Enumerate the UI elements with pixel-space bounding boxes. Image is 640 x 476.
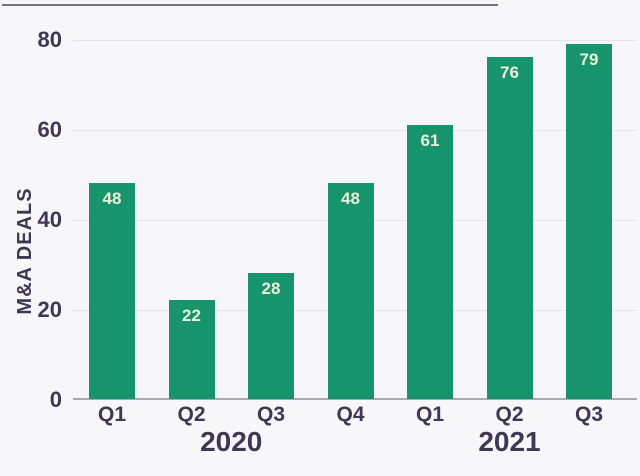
bar [89, 183, 135, 399]
bar-value-label: 48 [341, 189, 360, 208]
y-tick-label: 80 [37, 27, 62, 52]
y-tick-label: 60 [37, 117, 62, 142]
x-tick-label: Q3 [256, 403, 285, 426]
y-tick-label: 20 [37, 297, 62, 322]
x-tick-label: Q2 [177, 403, 206, 426]
bar-value-label: 61 [420, 130, 440, 150]
bar [248, 273, 294, 399]
bar [327, 183, 374, 399]
bar [407, 124, 453, 399]
y-tick-label: 0 [49, 387, 62, 412]
bar [168, 300, 215, 399]
bar-value-label: 79 [579, 49, 599, 69]
x-tick-label: Q4 [336, 403, 365, 426]
y-axis-title: M&A DEALS [14, 187, 36, 315]
bar-value-label: 22 [182, 306, 201, 325]
bar-value-label: 48 [102, 189, 122, 208]
bar-value-label: 76 [500, 63, 519, 82]
year-label: 2020 [200, 426, 263, 457]
x-tick-label: Q1 [415, 403, 444, 426]
x-tick-label: Q2 [495, 403, 524, 426]
top-rule [2, 4, 498, 6]
gridline [73, 130, 637, 131]
x-axis-line [73, 398, 637, 400]
x-tick-label: Q1 [97, 403, 126, 426]
gridline [73, 40, 637, 41]
y-tick-label: 40 [37, 207, 62, 232]
bar-value-label: 28 [261, 279, 281, 298]
bar [566, 43, 612, 399]
bar [486, 57, 533, 399]
year-label: 2021 [478, 426, 541, 457]
x-tick-label: Q3 [574, 403, 603, 426]
